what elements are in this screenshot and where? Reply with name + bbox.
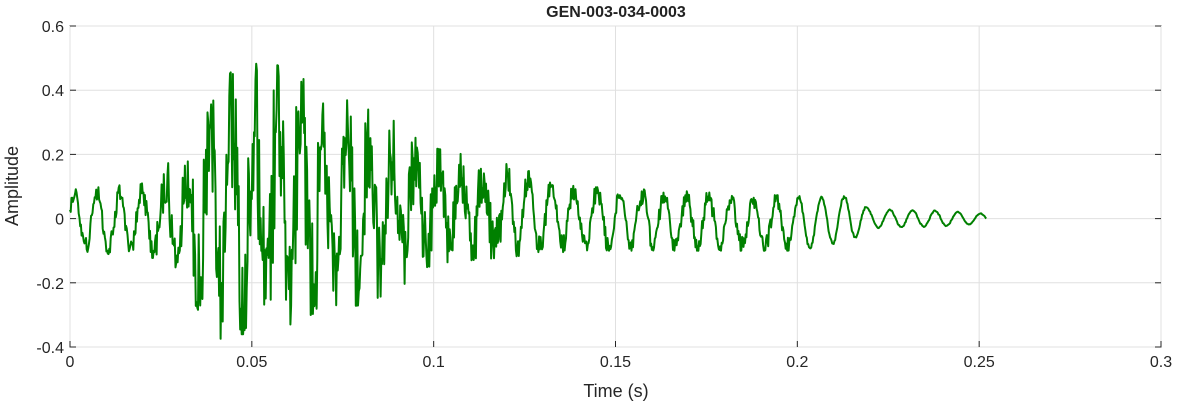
signal-line: [69, 62, 987, 340]
x-tick-label: 0.05: [236, 354, 267, 371]
x-tick-label: 0: [66, 354, 75, 371]
y-tick-label: 0: [55, 212, 64, 229]
x-tick-label: 0.1: [423, 354, 445, 371]
chart-title: GEN-003-034-0003: [546, 4, 686, 21]
x-tick-label: 0.2: [786, 354, 808, 371]
y-axis-ticks: -0.4 -0.2 0 0.2 0.4 0.6: [36, 19, 1161, 357]
x-axis-ticks: 0 0.05 0.1 0.15 0.2 0.25 0.3: [66, 341, 1172, 371]
x-gridlines: [69, 26, 1162, 347]
x-axis-label: Time (s): [583, 381, 648, 401]
x-tick-label: 0.25: [964, 354, 995, 371]
y-tick-label: 0.2: [42, 147, 64, 164]
y-tick-label: -0.4: [36, 340, 64, 357]
y-tick-label: 0.4: [42, 83, 64, 100]
y-axis-label: Amplitude: [2, 146, 22, 226]
x-tick-label: 0.15: [600, 354, 631, 371]
y-tick-label: -0.2: [36, 276, 64, 293]
x-tick-label: 0.3: [1150, 354, 1172, 371]
y-tick-label: 0.6: [42, 19, 64, 36]
